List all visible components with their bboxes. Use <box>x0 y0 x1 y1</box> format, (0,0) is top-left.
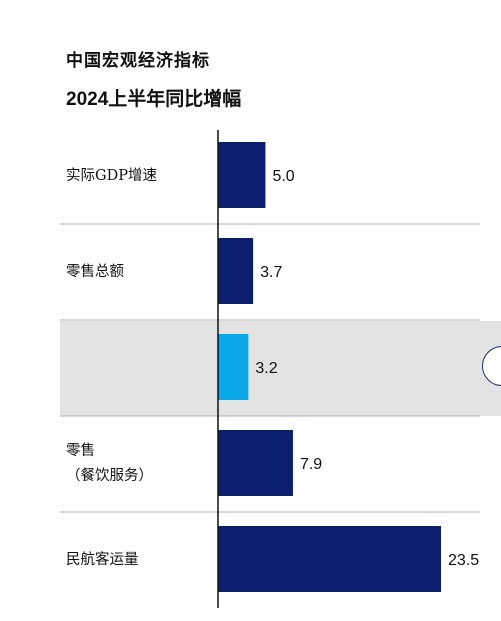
highlight-band <box>60 321 501 416</box>
category-label-line: 零售 <box>66 443 95 459</box>
category-label-4: 民航客运量 <box>66 548 139 573</box>
category-label-line: 实际GDP增速 <box>66 167 157 184</box>
category-label-line: 民航客运量 <box>66 551 139 568</box>
category-label-line: 零售总额 <box>66 263 124 280</box>
value-label-1: 3.7 <box>260 264 282 281</box>
bar-4 <box>218 526 441 592</box>
category-label-0: 实际GDP增速 <box>66 164 157 189</box>
value-label-3: 7.9 <box>300 456 322 473</box>
bar-1 <box>218 238 254 304</box>
value-label-4: 23.5 <box>448 552 479 569</box>
chart-title: 中国宏观经济指标 <box>66 51 210 71</box>
bar-0 <box>218 142 266 208</box>
value-label-2: 3.2 <box>255 360 277 377</box>
value-label-0: 5.0 <box>272 168 294 185</box>
chart-subtitle: 2024上半年同比增幅 <box>66 89 242 110</box>
category-label-line: （餐饮服务） <box>66 468 153 484</box>
bar-2 <box>218 334 249 400</box>
category-label-3: 零售 （餐饮服务） <box>66 439 153 489</box>
bar-3 <box>218 430 293 496</box>
category-label-1: 零售总额 <box>66 260 124 285</box>
